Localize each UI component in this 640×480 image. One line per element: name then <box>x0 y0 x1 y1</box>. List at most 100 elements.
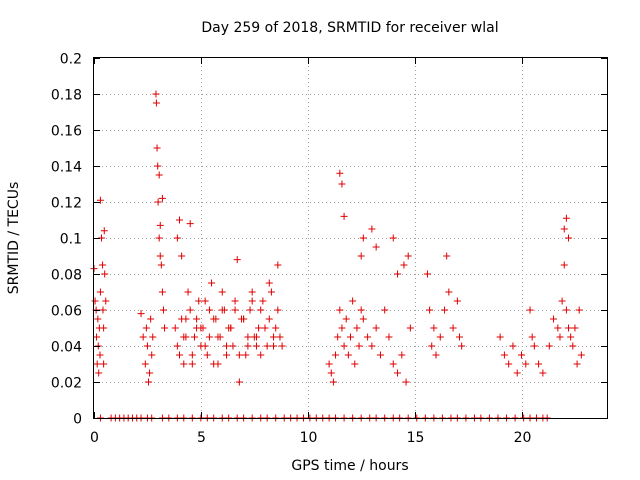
y-tick-label: 0.12 <box>51 196 82 212</box>
data-point <box>188 351 196 359</box>
data-point <box>394 369 402 377</box>
data-point <box>359 234 367 242</box>
data-point <box>148 351 156 359</box>
data-point <box>233 256 241 264</box>
data-point <box>372 324 380 332</box>
data-point <box>351 360 359 368</box>
data-point <box>208 279 216 287</box>
data-point <box>188 360 196 368</box>
x-axis-label: GPS time / hours <box>291 458 408 474</box>
data-point <box>274 261 282 269</box>
data-point <box>91 297 99 305</box>
data-point <box>385 333 393 341</box>
y-tick-label: 0.06 <box>51 304 82 320</box>
data-point <box>93 333 101 341</box>
data-point <box>203 351 211 359</box>
data-point <box>500 351 508 359</box>
data-point <box>265 279 273 287</box>
data-point <box>550 315 558 323</box>
data-point <box>458 342 466 350</box>
data-point <box>423 270 431 278</box>
data-point <box>406 324 414 332</box>
data-point <box>229 342 237 350</box>
data-point <box>137 310 145 318</box>
data-point <box>263 342 271 350</box>
data-point <box>355 342 363 350</box>
data-point <box>336 306 344 314</box>
data-point <box>149 333 157 341</box>
data-point <box>184 288 192 296</box>
data-point <box>94 315 102 323</box>
y-tick-label: 0.2 <box>60 52 82 68</box>
data-point <box>571 324 579 332</box>
data-point <box>526 306 534 314</box>
data-point <box>518 351 525 359</box>
data-point <box>257 351 265 359</box>
data-point <box>432 351 440 359</box>
data-point <box>359 315 367 323</box>
data-point <box>186 306 194 314</box>
data-point <box>426 306 434 314</box>
data-point <box>244 333 252 341</box>
data-point <box>554 324 562 332</box>
data-point <box>223 342 231 350</box>
y-tick-label: 0.08 <box>51 268 82 284</box>
x-tick-label: 10 <box>300 430 318 446</box>
data-point <box>340 342 348 350</box>
data-point <box>235 378 243 386</box>
data-point <box>180 333 188 341</box>
data-point <box>250 333 258 341</box>
data-point <box>558 297 566 305</box>
data-point <box>344 351 352 359</box>
data-point <box>147 315 155 323</box>
data-point <box>182 315 190 323</box>
data-point <box>255 324 263 332</box>
data-point <box>231 297 239 305</box>
data-point <box>522 360 530 368</box>
data-point <box>278 342 286 350</box>
data-point <box>143 342 151 350</box>
data-point <box>199 324 207 332</box>
data-point <box>562 214 570 222</box>
data-point <box>347 333 354 341</box>
data-point <box>562 306 570 314</box>
data-point <box>161 324 169 332</box>
data-point <box>173 234 181 242</box>
data-point <box>389 234 397 242</box>
data-point <box>430 324 438 332</box>
chart-title: Day 259 of 2018, SRMTID for receiver wla… <box>201 20 498 36</box>
data-point <box>246 306 254 314</box>
data-point <box>441 306 449 314</box>
x-tick-label: 0 <box>90 430 99 446</box>
data-point <box>154 198 162 206</box>
data-point <box>353 324 361 332</box>
data-point <box>445 288 453 296</box>
data-point <box>152 99 160 107</box>
data-point <box>154 162 162 170</box>
data-point <box>565 324 573 332</box>
data-point <box>575 306 583 314</box>
data-point <box>400 261 408 269</box>
data-point <box>146 369 154 377</box>
data-point <box>449 324 457 332</box>
x-tick-label: 15 <box>407 430 425 446</box>
data-point <box>96 288 104 296</box>
data-point <box>100 360 108 368</box>
data-point <box>156 252 164 260</box>
data-point <box>325 360 333 368</box>
data-point <box>223 351 231 359</box>
data-point <box>244 342 252 350</box>
data-point <box>248 288 256 296</box>
data-point <box>389 360 397 368</box>
data-point <box>205 333 213 341</box>
data-point <box>428 342 436 350</box>
data-point <box>577 351 585 359</box>
data-point <box>171 324 179 332</box>
data-point <box>178 252 186 260</box>
y-tick-label: 0.14 <box>51 160 82 176</box>
data-point <box>205 306 213 314</box>
y-tick-label: 0.04 <box>51 340 82 356</box>
data-point <box>338 180 346 188</box>
data-point <box>530 342 538 350</box>
data-point <box>195 297 203 305</box>
